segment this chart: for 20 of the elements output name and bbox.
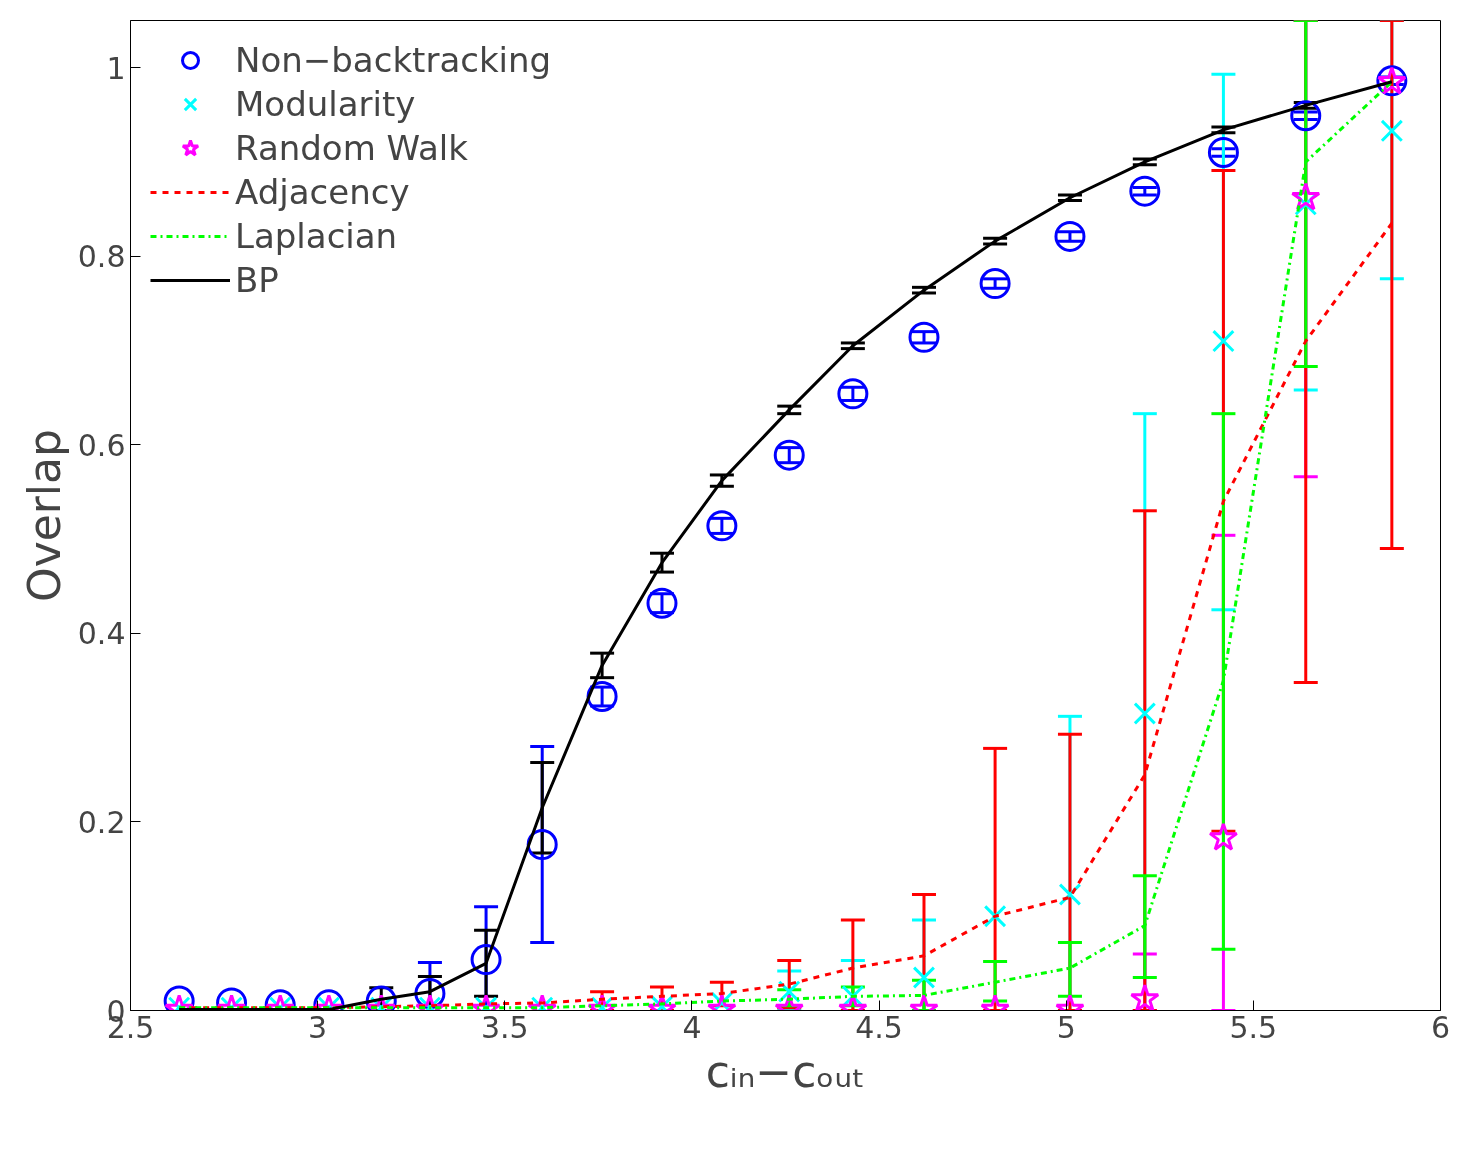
x-tick-label: 5.5 bbox=[1229, 1009, 1278, 1045]
y-tick-label: 0.4 bbox=[77, 616, 126, 652]
x-tick-label: 3.5 bbox=[480, 1009, 529, 1045]
x-tick-label: 4 bbox=[682, 1009, 702, 1045]
legend-label: Random Walk bbox=[235, 128, 468, 168]
x-tick-label: 3 bbox=[308, 1009, 328, 1045]
legend-label: Laplacian bbox=[235, 216, 398, 256]
legend-label: Non−backtracking bbox=[235, 40, 552, 80]
y-tick-label: 1 bbox=[106, 50, 126, 86]
y-axis-title: Overlap bbox=[18, 429, 70, 602]
x-axis-title: cᵢₙ−cₒᵤₜ bbox=[705, 1045, 866, 1097]
x-tick-label: 5 bbox=[1056, 1009, 1076, 1045]
y-tick-label: 0.6 bbox=[77, 427, 126, 463]
y-tick-label: 0.2 bbox=[77, 804, 126, 840]
legend-label: Adjacency bbox=[235, 172, 410, 212]
x-tick-label: 4.5 bbox=[855, 1009, 903, 1045]
legend-label: BP bbox=[235, 260, 279, 300]
y-tick-label: 0.8 bbox=[77, 239, 126, 275]
x-tick-label: 6 bbox=[1430, 1009, 1451, 1045]
legend-label: Modularity bbox=[235, 84, 416, 124]
